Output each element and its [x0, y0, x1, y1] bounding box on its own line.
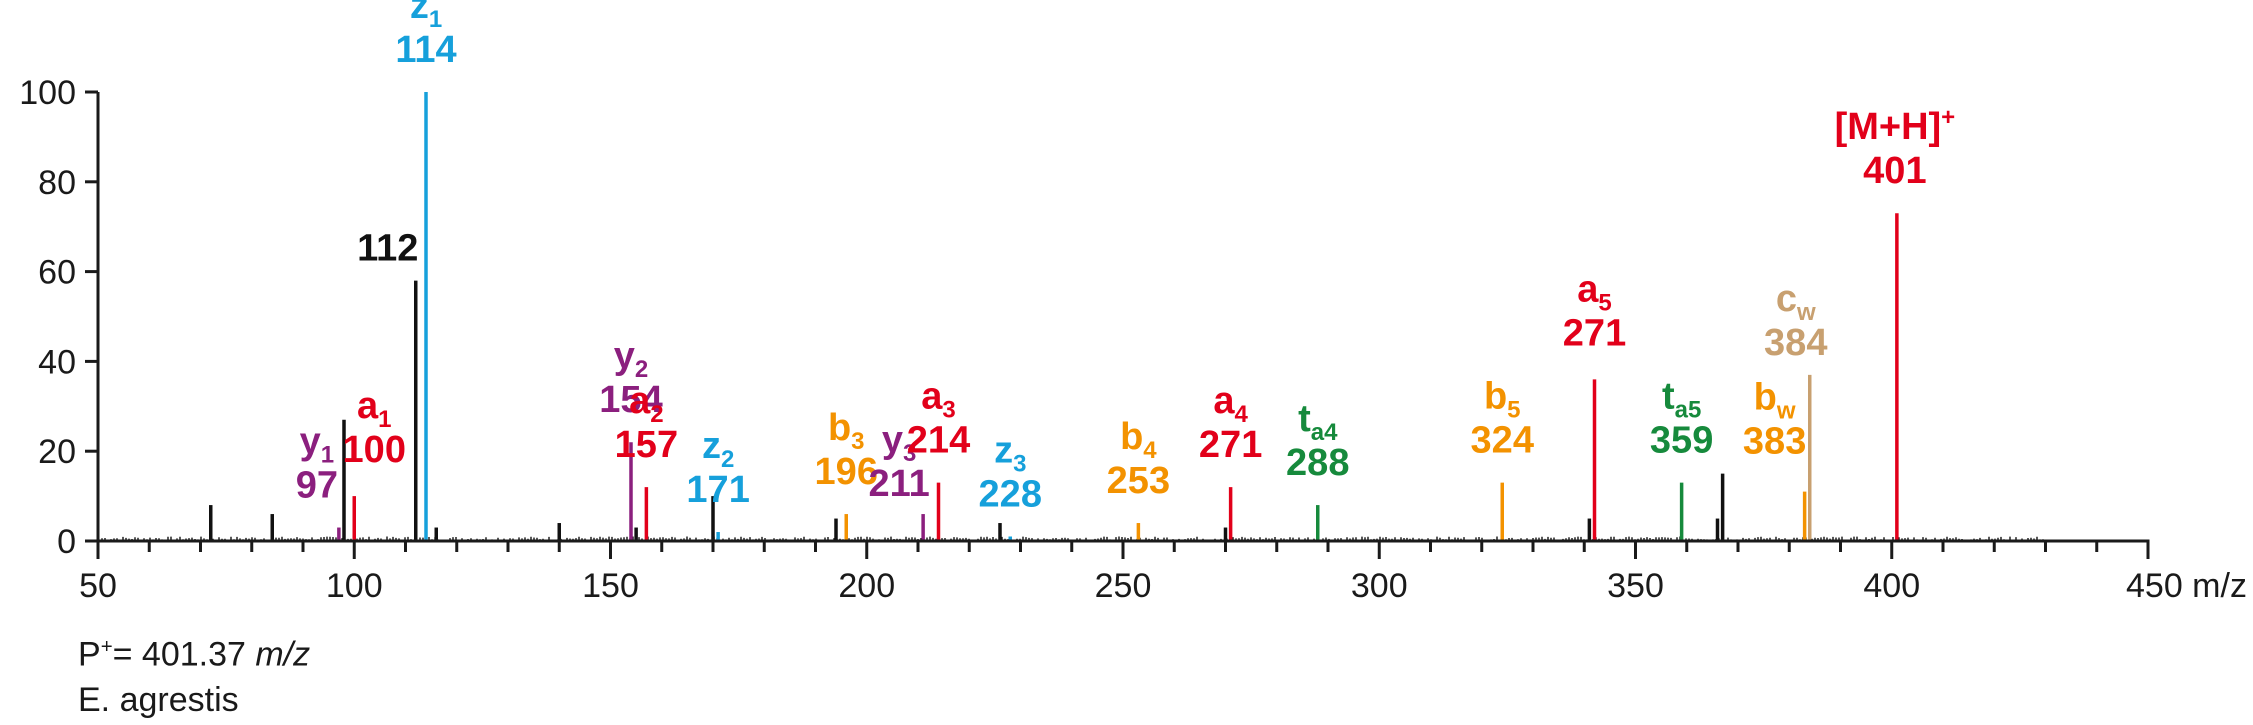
ion-label-228: z3 — [994, 430, 1026, 478]
y-tick-label-100: 100 — [19, 74, 76, 112]
ion-label-342: a5 — [1577, 268, 1612, 316]
ion-label-288: ta4 — [1298, 398, 1338, 446]
peak-value-label-100: 100 — [343, 429, 406, 471]
y-tick-label-40: 40 — [38, 343, 76, 381]
peak-layer — [209, 92, 1899, 541]
ion-label-171: z2 — [702, 425, 734, 473]
ion-label-196: b3 — [828, 407, 865, 455]
precursor-note: P+= 401.37 m/z — [78, 635, 311, 674]
y-tick-label-0: 0 — [57, 523, 76, 561]
precursor-prefix: P — [78, 635, 101, 674]
peak-value-label-253: 253 — [1107, 460, 1170, 502]
peak-value-label-324: 324 — [1471, 420, 1534, 462]
peak-value-label-228: 228 — [979, 474, 1042, 516]
peak-value-label-214: 214 — [907, 420, 970, 462]
y-tick-label-60: 60 — [38, 254, 76, 292]
peak-value-label-154: 154 — [599, 379, 662, 421]
ion-label-271: a4 — [1213, 380, 1248, 428]
peak-value-label-114: 114 — [395, 29, 456, 71]
ion-label-401: [M+H]+ — [1835, 104, 1956, 148]
precursor-value: = 401.37 — [112, 635, 256, 674]
x-tick-label-250: 250 — [1095, 567, 1152, 605]
peak-value-label-288: 288 — [1286, 442, 1349, 484]
peak-value-label-383: 383 — [1743, 421, 1806, 463]
ion-label-100: a1 — [357, 385, 392, 433]
ion-label-214: a3 — [921, 376, 956, 424]
ion-label-383: bw — [1754, 377, 1796, 425]
precursor-charge: + — [100, 636, 113, 658]
ion-label-114: z1 — [410, 0, 442, 33]
x-tick-label-450: 450 m/z — [2126, 567, 2247, 605]
peak-value-label-359: 359 — [1650, 420, 1713, 462]
peak-value-label-97: 97 — [296, 465, 338, 507]
ion-label-97: y1 — [300, 421, 335, 469]
y-tick-label-80: 80 — [38, 164, 76, 202]
precursor-unit: m/z — [255, 635, 311, 674]
x-tick-label-150: 150 — [582, 567, 639, 605]
ion-label-359: ta5 — [1662, 376, 1701, 424]
x-tick-label-200: 200 — [838, 567, 895, 605]
x-tick-label-350: 350 — [1607, 567, 1664, 605]
ion-label-384: cw — [1776, 278, 1816, 326]
peak-value-label-211: 211 — [868, 463, 929, 505]
x-tick-label-400: 400 — [1863, 567, 1920, 605]
ion-label-324: b5 — [1484, 376, 1521, 424]
peak-value-label-401: 401 — [1863, 150, 1926, 192]
ion-label-157: a2 — [629, 380, 664, 428]
ion-label-154: y2 — [614, 335, 649, 383]
axes: 0 20 40 60 80 100 50 100 150 200 250 300 350 400 450 m… — [19, 74, 2247, 605]
y-tick-label-20: 20 — [38, 433, 76, 471]
peak-value-label-384: 384 — [1764, 322, 1827, 364]
peak-value-label-342: 271 — [1563, 312, 1626, 354]
peak-value-label-171: 171 — [686, 469, 749, 511]
x-tick-label-100: 100 — [326, 567, 383, 605]
peak-value-label-112: 112 — [357, 228, 418, 270]
species-note: E. agrestis — [78, 681, 239, 719]
peak-value-label-271: 271 — [1199, 424, 1262, 466]
peak-value-label-196: 196 — [815, 451, 878, 493]
ion-label-253: b4 — [1120, 416, 1157, 464]
ion-label-211: y3 — [882, 419, 917, 467]
x-tick-label-50: 50 — [79, 567, 117, 605]
x-tick-label-300: 300 — [1351, 567, 1408, 605]
peak-value-label-157: 157 — [615, 424, 678, 466]
